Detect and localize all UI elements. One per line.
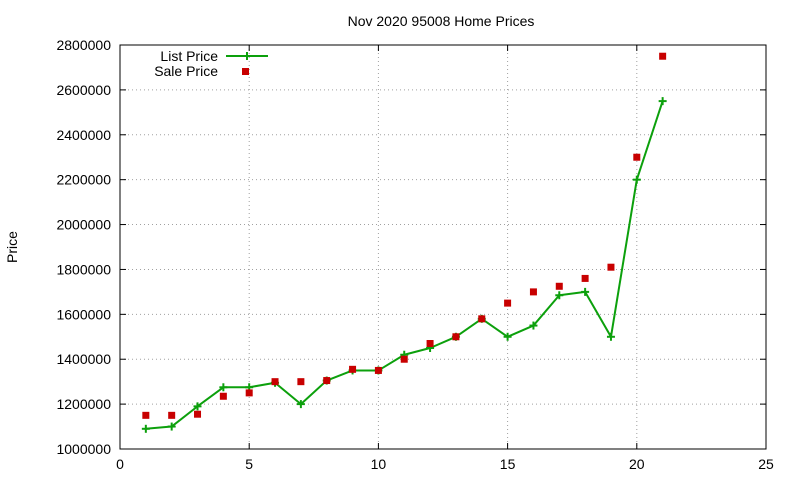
list-price-point [167, 422, 176, 431]
list-price-point [658, 97, 667, 106]
y-tick-label: 2400000 [56, 127, 111, 143]
sale-price-point [219, 392, 227, 400]
sale-price-point [168, 411, 176, 419]
sale-price-point [555, 282, 563, 290]
sale-price-point [607, 263, 615, 271]
legend-label-list-price: List Price [160, 48, 218, 64]
y-tick-label: 1200000 [56, 396, 111, 412]
sale-price-point [400, 355, 408, 363]
sale-price-point [323, 377, 331, 385]
list-price-point [632, 175, 641, 184]
y-tick-label: 1000000 [56, 441, 111, 457]
list-price-point [296, 400, 305, 409]
sale-price-point [245, 389, 253, 397]
sale-price-point [452, 333, 460, 341]
y-tick-label: 1800000 [56, 261, 111, 277]
x-tick-label: 20 [629, 456, 645, 472]
sale-price-point [504, 299, 512, 307]
y-tick-label: 2000000 [56, 217, 111, 233]
x-tick-label: 15 [500, 456, 516, 472]
list-price-point [193, 402, 202, 411]
y-tick-label: 2200000 [56, 172, 111, 188]
y-tick-label: 2800000 [56, 37, 111, 53]
x-tick-label: 10 [371, 456, 387, 472]
y-tick-label: 2600000 [56, 82, 111, 98]
sale-price-point [426, 340, 434, 348]
sale-price-point [478, 315, 486, 323]
legend: List Price Sale Price [154, 48, 268, 79]
plot-area [141, 52, 667, 433]
sale-price-point [633, 153, 641, 161]
sale-price-point [271, 378, 279, 386]
legend-label-sale-price: Sale Price [154, 63, 218, 79]
legend-marker-list-price [243, 52, 251, 60]
sale-price-point [529, 288, 537, 296]
list-price-point [141, 424, 150, 433]
sale-price-point [659, 52, 667, 60]
list-price-point [529, 321, 538, 330]
y-axis-label: Price [4, 231, 20, 263]
y-tick-label: 1400000 [56, 351, 111, 367]
chart-title: Nov 2020 95008 Home Prices [348, 13, 535, 29]
sale-price-point [142, 411, 150, 419]
x-tick-label: 0 [116, 456, 124, 472]
sale-price-point [194, 410, 202, 418]
plot-frame [119, 44, 767, 450]
sale-price-point [349, 365, 357, 373]
axis-ticks: 0 5 10 15 20 25 1000000 1200000 1400000 1600000 18… [56, 37, 774, 472]
sale-price-point [297, 378, 305, 386]
list-price-point [581, 287, 590, 296]
list-price-point [503, 332, 512, 341]
x-tick-label: 25 [758, 456, 774, 472]
list-price-line [145, 100, 664, 430]
grid [120, 45, 766, 449]
x-tick-label: 5 [245, 456, 253, 472]
list-price-point [219, 383, 228, 392]
legend-marker-sale-price [242, 68, 249, 75]
y-tick-label: 1600000 [56, 306, 111, 322]
legend-plus [243, 52, 251, 60]
list-price-point [555, 291, 564, 300]
list-price-point [606, 332, 615, 341]
sale-price-point [374, 366, 382, 374]
sale-price-point [581, 274, 589, 282]
